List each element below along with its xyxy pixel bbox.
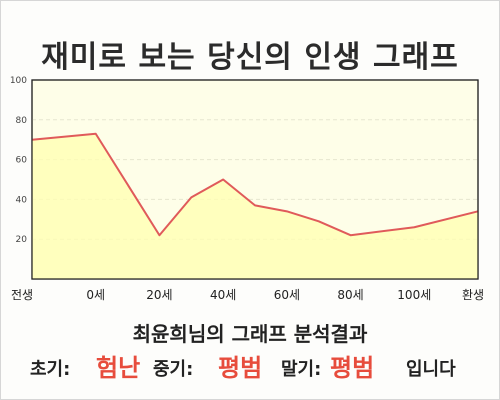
life-graph-chart: 20 40 60 80 100 전생 0세 20세 40세 60세 80세 100세 환생 [10, 76, 484, 302]
summary-suffix: 입니다 [406, 359, 456, 380]
late-label: 말기: [281, 359, 322, 380]
x-tick-label: 20세 [146, 288, 172, 302]
y-tick-label: 100 [10, 76, 27, 86]
x-tick-label: 전생 [11, 288, 33, 302]
x-tick-label: 40세 [210, 288, 236, 302]
mid-label: 중기: [153, 359, 194, 380]
early-label: 초기: [30, 359, 71, 380]
analysis-title: 최윤희님의 그래프 분석결과 [132, 322, 368, 346]
y-tick-label: 40 [16, 195, 28, 205]
mid-value: 평범 [218, 354, 263, 382]
analysis-summary: 초기: 험난 중기: 평범 말기: 평범 입니다 [0, 347, 500, 383]
x-tick-label: 80세 [337, 288, 363, 302]
late-value: 평범 [330, 354, 375, 382]
plot-border [31, 79, 479, 280]
y-tick-label: 80 [16, 116, 28, 126]
series-line [31, 132, 479, 237]
page-title: 재미로 보는 당신의 인생 그래프 [41, 40, 459, 75]
x-tick-label: 0세 [86, 288, 105, 302]
x-tick-label: 100세 [397, 288, 431, 302]
y-tick-label: 60 [16, 156, 28, 166]
x-tick-label: 환생 [462, 288, 484, 302]
y-tick-label: 20 [16, 235, 28, 245]
x-tick-label: 60세 [274, 288, 300, 302]
early-value: 험난 [96, 354, 141, 382]
